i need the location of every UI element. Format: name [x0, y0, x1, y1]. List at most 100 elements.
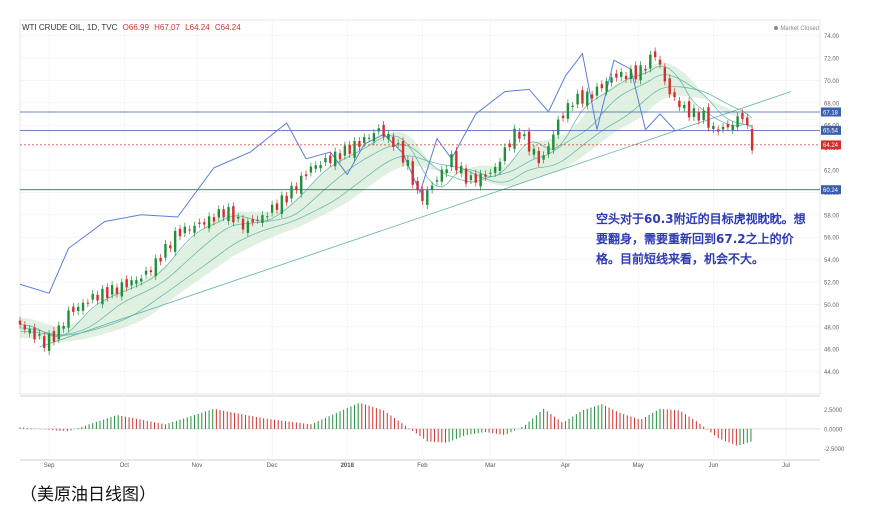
candle-up — [110, 285, 114, 295]
candle-up — [620, 71, 623, 77]
candle-up — [120, 282, 124, 297]
level-label-box — [821, 107, 841, 117]
candle-down — [663, 67, 667, 82]
candle-down — [726, 123, 730, 128]
candle-up — [280, 195, 284, 214]
candle-down — [653, 51, 657, 58]
candle-down — [678, 100, 681, 108]
x-tick-label: Feb — [417, 463, 428, 469]
x-tick-label: Sep — [44, 463, 55, 469]
y-tick-label: 72.00 — [824, 57, 840, 63]
candle-up — [266, 216, 269, 218]
candle-up — [261, 215, 264, 223]
candle-down — [518, 131, 521, 139]
candle-down — [72, 306, 75, 312]
moving-average-line — [19, 74, 753, 336]
candle-up — [246, 221, 250, 233]
candle-down — [421, 189, 424, 202]
level-label-box — [821, 125, 841, 135]
candle-up — [736, 116, 739, 128]
candle-up — [81, 302, 85, 311]
x-tick-label: Jun — [708, 463, 718, 469]
y-tick-label: 48.00 — [824, 325, 840, 331]
candle-up — [333, 151, 337, 167]
candle-down — [222, 209, 225, 218]
candle-up — [639, 65, 642, 81]
candle-down — [673, 92, 676, 98]
candle-up — [173, 230, 177, 252]
candle-down — [256, 219, 259, 221]
candle-down — [348, 144, 351, 154]
candle-up — [377, 128, 380, 132]
candle-up — [183, 226, 187, 234]
y-tick-label: 62.00 — [824, 169, 840, 175]
candle-down — [96, 294, 99, 301]
candle-up — [605, 81, 608, 92]
moving-average-line — [19, 86, 753, 336]
symbol-title[interactable]: WTI CRUDE OIL, 1D, TVC — [22, 23, 118, 32]
candle-down — [198, 222, 201, 224]
candle-up — [270, 204, 274, 213]
candle-down — [338, 153, 342, 160]
candle-up — [556, 119, 560, 135]
candle-up — [460, 166, 463, 174]
candle-down — [590, 94, 594, 99]
candle-up — [571, 105, 574, 107]
candle-down — [115, 287, 119, 294]
candle-down — [392, 136, 395, 148]
candle-up — [712, 125, 715, 130]
candle-down — [401, 141, 405, 163]
candle-up — [542, 155, 545, 160]
candle-down — [125, 279, 128, 288]
candle-up — [130, 280, 133, 286]
market-status: Market Closed — [774, 26, 819, 32]
candle-down — [474, 173, 477, 183]
y-tick-label: 54.00 — [824, 258, 840, 264]
candle-down — [23, 324, 27, 330]
trend-line — [39, 91, 792, 348]
candle-down — [581, 90, 584, 104]
candle-up — [586, 91, 589, 106]
chart-header: WTI CRUDE OIL, 1D, TVC O66.99 H67.07 L64… — [22, 23, 241, 32]
candle-up — [207, 216, 211, 229]
candle-down — [159, 257, 162, 262]
candle-up — [47, 333, 51, 351]
candle-up — [610, 77, 613, 83]
candle-up — [309, 166, 313, 173]
candle-down — [527, 131, 531, 152]
candle-up — [493, 166, 497, 173]
candle-down — [178, 228, 182, 237]
candle-up — [353, 141, 356, 158]
x-tick-label: Oct — [120, 463, 130, 469]
candle-down — [687, 101, 691, 118]
candle-up — [324, 158, 327, 163]
candle-down — [455, 151, 458, 171]
candle-up — [532, 148, 536, 155]
candle-down — [43, 336, 46, 348]
x-tick-label: Dec — [267, 463, 278, 469]
candle-up — [406, 160, 410, 167]
candle-down — [658, 59, 662, 65]
x-tick-label: Apr — [561, 463, 570, 469]
candle-up — [440, 169, 444, 182]
candle-up — [469, 175, 473, 181]
candle-down — [149, 270, 153, 273]
candle-up — [692, 108, 696, 118]
candle-up — [38, 334, 41, 336]
candle-up — [28, 328, 31, 334]
candle-up — [91, 293, 94, 300]
y-tick-label: 46.00 — [824, 348, 840, 354]
candle-up — [498, 161, 502, 171]
candle-down — [358, 140, 361, 147]
candle-up — [721, 126, 725, 130]
candle-up — [426, 190, 429, 205]
candle-down — [484, 174, 487, 177]
y-tick-label: 68.00 — [824, 101, 840, 107]
y-tick-label: 70.00 — [824, 79, 840, 85]
y-tick-label: 58.00 — [824, 213, 840, 219]
candle-up — [387, 134, 390, 140]
candle-up — [144, 270, 148, 275]
candle-up — [164, 243, 167, 258]
candle-up — [523, 134, 526, 137]
candle-up — [489, 172, 492, 174]
